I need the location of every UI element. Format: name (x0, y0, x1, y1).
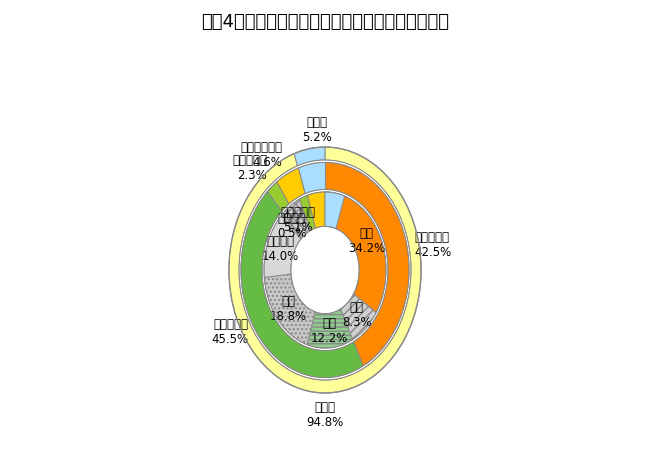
Text: 軽自動車税
2.3%: 軽自動車税 2.3% (232, 154, 267, 182)
Text: 普通税
94.8%: 普通税 94.8% (306, 401, 344, 429)
Text: 土地
12.2%: 土地 12.2% (311, 317, 348, 345)
Polygon shape (267, 182, 289, 212)
Polygon shape (325, 162, 409, 366)
Text: 市町村民税
42.5%: 市町村民税 42.5% (415, 231, 452, 259)
Text: 都市計画税
5.1%: 都市計画税 5.1% (281, 205, 316, 234)
Text: 目的税
5.2%: 目的税 5.2% (302, 116, 332, 144)
Polygon shape (307, 192, 325, 228)
Text: 市町たばこ税
4.6%: 市町たばこ税 4.6% (240, 141, 283, 169)
Polygon shape (264, 215, 301, 277)
Polygon shape (307, 309, 353, 348)
Polygon shape (300, 195, 315, 230)
Polygon shape (298, 162, 326, 194)
Polygon shape (325, 192, 344, 229)
Polygon shape (277, 168, 305, 204)
Title: 令和4年度の山口県の市町村税収入の税目別構成比: 令和4年度の山口県の市町村税収入の税目別構成比 (201, 14, 449, 31)
Text: 法人
8.3%: 法人 8.3% (342, 301, 372, 329)
Text: 個人
34.2%: 個人 34.2% (348, 227, 385, 255)
Polygon shape (282, 213, 302, 239)
Polygon shape (325, 192, 386, 313)
Polygon shape (294, 147, 325, 166)
Text: 固定資産税
45.5%: 固定資産税 45.5% (211, 318, 248, 346)
Polygon shape (265, 274, 315, 345)
Polygon shape (229, 147, 421, 393)
Polygon shape (241, 191, 363, 378)
Polygon shape (283, 199, 311, 238)
Text: 家屋
18.8%: 家屋 18.8% (270, 295, 307, 323)
Polygon shape (341, 294, 376, 340)
Text: 償却資産
14.0%: 償却資産 14.0% (262, 235, 299, 264)
Text: 交納付金
0.5%: 交納付金 0.5% (277, 212, 307, 240)
